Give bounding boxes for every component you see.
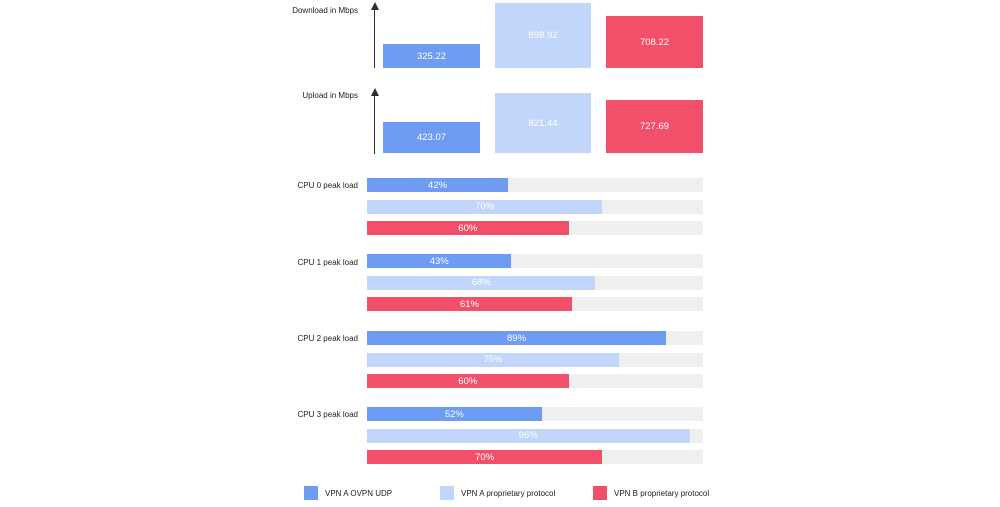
cpu-2-bar-vpn-a-proprietary: 75% [367, 352, 619, 367]
legend-swatch [440, 486, 454, 500]
cpu-3-bar-vpn-a-udp: 52% [367, 407, 542, 421]
legend-swatch [304, 486, 318, 500]
download-title: Download in Mbps [292, 6, 358, 15]
upload-bar-vpn-b-proprietary: 727.69 [606, 100, 703, 153]
legend-item-vpn-a-proprietary: VPN A proprietary protocol [440, 486, 555, 500]
cpu-0-bar-vpn-a-udp: 42% [367, 178, 509, 192]
cpu-3-label: CPU 3 peak load [297, 410, 358, 419]
cpu-0-bar-vpn-b-proprietary: 60% [367, 221, 569, 235]
download-bar-vpn-a-proprietary: 898.92 [495, 2, 591, 68]
upload-axis-arrow-icon [371, 88, 379, 96]
download-bar-vpn-a-udp: 325.22 [383, 44, 480, 68]
cpu-3-bar-vpn-a-proprietary: 96% [367, 428, 690, 443]
upload-bar-vpn-a-proprietary: 821.44 [495, 93, 591, 153]
cpu-1-label: CPU 1 peak load [297, 258, 358, 267]
legend-label: VPN A proprietary protocol [461, 488, 556, 498]
cpu-2-bar-vpn-b-proprietary: 60% [367, 374, 569, 388]
download-axis-arrow-icon [371, 2, 379, 10]
cpu-0-bar-vpn-a-proprietary: 70% [367, 199, 603, 214]
legend-swatch [593, 486, 607, 500]
legend-label: VPN B proprietary protocol [614, 488, 710, 498]
cpu-1-bar-vpn-a-udp: 43% [367, 254, 512, 268]
upload-title: Upload in Mbps [302, 91, 358, 100]
upload-y-axis [374, 95, 376, 154]
cpu-0-label: CPU 0 peak load [297, 181, 358, 190]
cpu-1-bar-vpn-b-proprietary: 61% [367, 297, 572, 311]
legend-item-vpn-a-udp: VPN A OVPN UDP [304, 486, 392, 500]
download-y-axis [374, 9, 376, 68]
cpu-2-bar-vpn-a-udp: 89% [367, 331, 667, 345]
download-bar-vpn-b-proprietary: 708.22 [606, 16, 703, 68]
cpu-2-label: CPU 2 peak load [297, 334, 358, 343]
legend-item-vpn-b-proprietary: VPN B proprietary protocol [593, 486, 709, 500]
cpu-3-bar-vpn-b-proprietary: 70% [367, 450, 603, 464]
cpu-1-bar-vpn-a-proprietary: 68% [367, 275, 596, 290]
legend-label: VPN A OVPN UDP [325, 488, 393, 498]
upload-bar-vpn-a-udp: 423.07 [383, 122, 480, 153]
